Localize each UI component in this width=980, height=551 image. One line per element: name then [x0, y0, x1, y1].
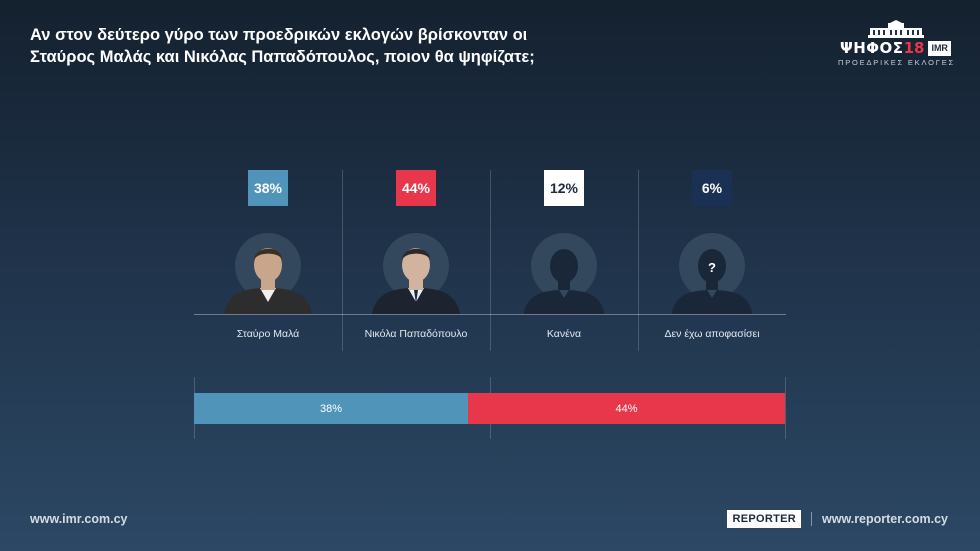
category-label: Νικόλα Παπαδόπουλο: [364, 328, 468, 340]
title-line-1: Αν στον δεύτερο γύρο των προεδρικών εκλο…: [30, 26, 528, 44]
logo-subtitle: ΠΡΟΕΔΡΙΚΕΣ ΕΚΛΟΓΕΣ: [838, 58, 955, 67]
value-label-box: 38%: [248, 170, 288, 206]
imr-website-link[interactable]: www.imr.com.cy: [30, 512, 128, 526]
reporter-footer: REPORTER www.reporter.com.cy: [727, 510, 948, 528]
bar-gridline: [785, 377, 786, 439]
value-label-box: 12%: [544, 170, 584, 206]
column-divider: [490, 170, 491, 351]
value-label-box: 44%: [396, 170, 436, 206]
parliament-building-icon: [868, 20, 924, 38]
person-silhouette-icon: [516, 232, 612, 314]
value-label-box: 6%: [692, 170, 732, 206]
psifos18-logo: ΨΗΦΟΣ 18 IMR ΠΡΟΕΔΡΙΚΕΣ ΕΚΛΟΓΕΣ: [836, 20, 956, 70]
candidates-baseline: [194, 314, 786, 315]
undecided-silhouette-icon: ?: [664, 232, 760, 314]
footer-divider: [811, 512, 813, 526]
svg-text:?: ?: [708, 260, 716, 275]
candidate-photo: [220, 232, 316, 314]
stacked-bar-segment: 44%: [468, 393, 785, 424]
reporter-logo: REPORTER: [727, 510, 802, 528]
logo-word: ΨΗΦΟΣ: [840, 39, 904, 57]
category-label: Κανένα: [546, 328, 582, 340]
column-divider: [342, 170, 343, 351]
category-label: Δεν έχω αποφασίσει: [664, 328, 760, 340]
category-label: Σταύρο Μαλά: [236, 328, 300, 340]
imr-badge: IMR: [928, 40, 951, 56]
stacked-bar-segment: 38%: [194, 393, 468, 424]
reporter-website-link[interactable]: www.reporter.com.cy: [822, 512, 948, 526]
column-divider: [638, 170, 639, 351]
candidate-photo: [368, 232, 464, 314]
title-line-2: Σταύρος Μαλάς και Νικόλας Παπαδόπουλος, …: [30, 48, 535, 66]
logo-number: 18: [903, 39, 925, 57]
chart-title: Αν στον δεύτερο γύρο των προεδρικών εκλο…: [30, 24, 630, 68]
logo-wordmark: ΨΗΦΟΣ 18 IMR: [840, 39, 951, 57]
